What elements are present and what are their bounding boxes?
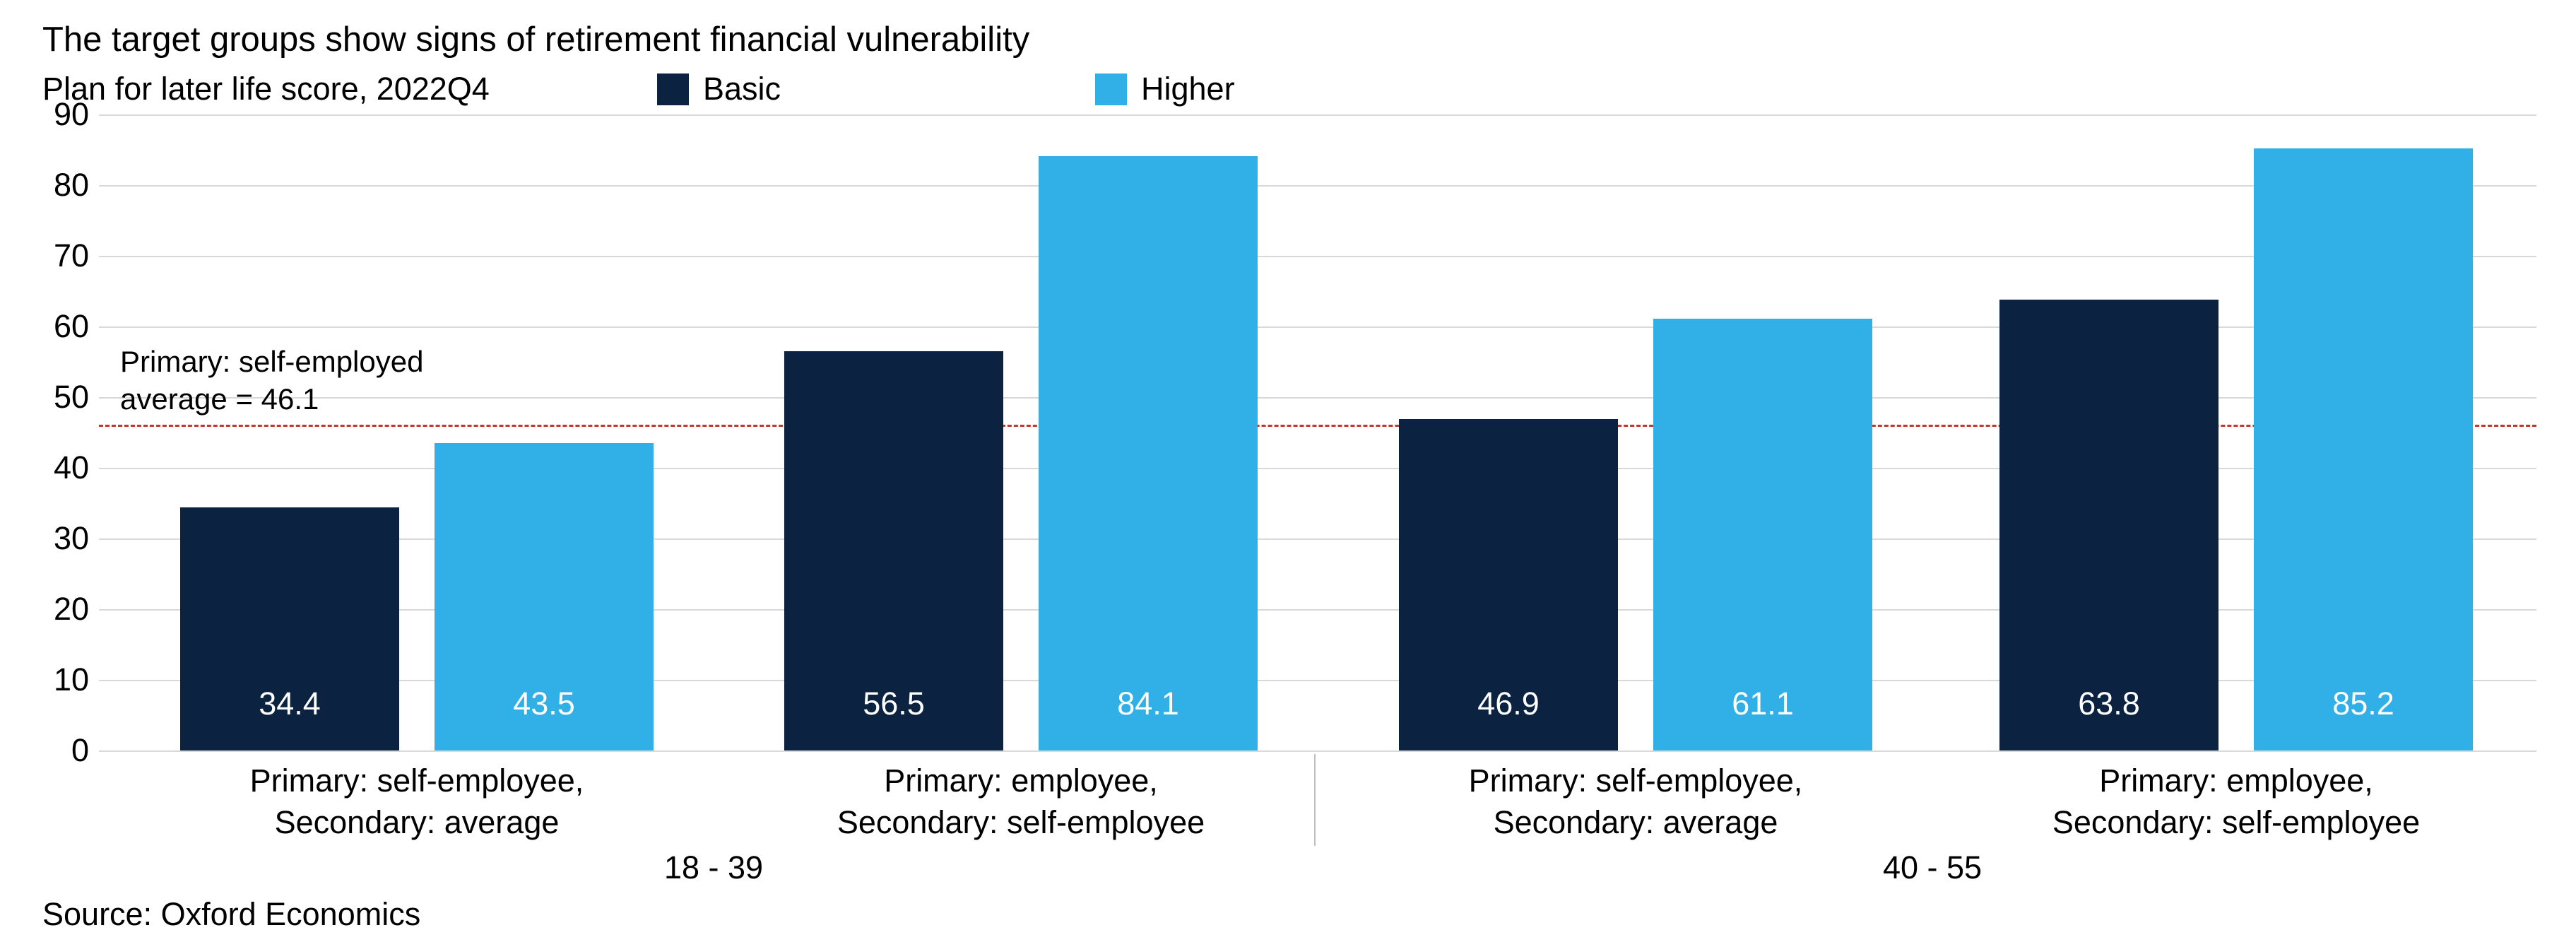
bar-value-label: 63.8 [1999, 685, 2218, 722]
legend-higher: Higher [1095, 71, 1235, 107]
y-axis-tick: 50 [18, 379, 89, 416]
age-group-label: 18 - 39 [572, 849, 855, 886]
legend-label-basic: Basic [703, 71, 781, 107]
y-axis-tick: 80 [18, 167, 89, 204]
category-label: Primary: employee,Secondary: self-employ… [774, 760, 1268, 843]
bar-higher: 61.1 [1653, 319, 1872, 750]
gridline [99, 256, 2536, 257]
legend-label-higher: Higher [1141, 71, 1235, 107]
gridline [99, 185, 2536, 187]
y-axis-tick: 20 [18, 591, 89, 628]
group-divider [1314, 754, 1316, 846]
bar-value-label: 34.4 [180, 685, 399, 722]
category-label: Primary: self-employee,Secondary: averag… [170, 760, 664, 843]
y-axis-tick: 0 [18, 732, 89, 769]
bar-higher: 84.1 [1039, 156, 1258, 750]
bar-basic: 56.5 [784, 351, 1003, 750]
source-text: Source: Oxford Economics [42, 896, 420, 933]
gridline [99, 750, 2536, 752]
y-axis-tick: 60 [18, 308, 89, 345]
y-axis-tick: 30 [18, 520, 89, 557]
category-label: Primary: employee,Secondary: self-employ… [1989, 760, 2483, 843]
legend-basic: Basic [657, 71, 781, 107]
bar-value-label: 43.5 [435, 685, 654, 722]
bar-value-label: 61.1 [1653, 685, 1872, 722]
chart-title: The target groups show signs of retireme… [42, 20, 1029, 59]
bar-higher: 85.2 [2254, 148, 2473, 750]
bar-basic: 63.8 [1999, 300, 2218, 750]
bar-value-label: 56.5 [784, 685, 1003, 722]
chart-container: The target groups show signs of retireme… [0, 0, 2576, 942]
bar-value-label: 84.1 [1039, 685, 1258, 722]
legend-swatch-higher [1095, 73, 1127, 105]
plot-area: Primary: self-employedaverage = 46.1 34.4… [99, 114, 2536, 750]
bar-basic: 46.9 [1399, 419, 1618, 750]
y-axis-tick: 10 [18, 661, 89, 698]
bar-higher: 43.5 [435, 443, 654, 750]
y-axis-tick: 70 [18, 237, 89, 274]
y-axis-tick: 40 [18, 449, 89, 486]
bar-basic: 34.4 [180, 507, 399, 750]
bar-value-label: 46.9 [1399, 685, 1618, 722]
chart-subtitle: Plan for later life score, 2022Q4 [42, 71, 490, 107]
bar-value-label: 85.2 [2254, 685, 2473, 722]
reference-line-label: Primary: self-employedaverage = 46.1 [120, 343, 423, 418]
y-axis-tick: 90 [18, 96, 89, 133]
age-group-label: 40 - 55 [1791, 849, 2074, 886]
category-label: Primary: self-employee,Secondary: averag… [1388, 760, 1883, 843]
gridline [99, 114, 2536, 116]
legend-swatch-basic [657, 73, 689, 105]
